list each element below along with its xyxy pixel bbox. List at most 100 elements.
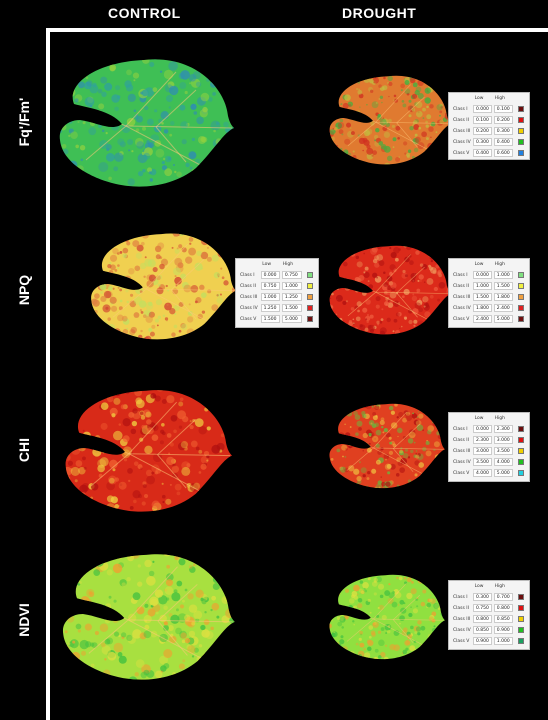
legend-high-value: 1.500 <box>493 282 513 290</box>
leaf-ndvi-control <box>62 554 235 680</box>
legend-color-swatch <box>517 117 524 123</box>
legend-low-header: Low <box>262 262 272 267</box>
legend-low-header: Low <box>474 584 484 589</box>
legend-low-value: 0.000 <box>473 271 493 279</box>
legend-color-swatch <box>517 448 524 454</box>
legend-low-value: 0.000 <box>473 105 493 113</box>
legend-row: Class II 2.300 3.000 <box>449 436 529 446</box>
legend-color-swatch <box>517 594 524 600</box>
legend-low-value: 0.400 <box>473 149 493 157</box>
legend-high-header: High <box>494 416 505 421</box>
legend-row: Class IV 1.800 2.400 <box>449 304 529 314</box>
legend-class-label: Class V <box>453 151 470 156</box>
legend-row: Class III 0.800 0.850 <box>449 615 529 625</box>
legend-class-label: Class III <box>453 129 471 134</box>
legend-high-value: 1.250 <box>281 293 302 301</box>
legend-low-value: 0.100 <box>473 116 493 124</box>
legend-high-value: 1.800 <box>493 293 513 301</box>
legend-row: Class V 1.500 5.000 <box>236 315 318 325</box>
left-divider <box>46 28 50 720</box>
legend-row: Class IV 0.850 0.900 <box>449 626 529 636</box>
legend-high-value: 5.000 <box>493 315 513 323</box>
legend-row: Class IV 1.250 1.500 <box>236 304 318 314</box>
legend-color-swatch <box>517 106 524 112</box>
legend-color-swatch <box>517 294 524 300</box>
legend-low-value: 0.750 <box>473 604 493 612</box>
legend-class-label: Class II <box>453 606 469 611</box>
legend-high-value: 0.600 <box>493 149 513 157</box>
legend-low-header: Low <box>474 416 484 421</box>
legend-color-swatch <box>517 459 524 465</box>
legend-low-value: 1.000 <box>260 293 281 301</box>
legend-class-label: Class III <box>240 295 258 300</box>
legend-low-value: 3.000 <box>473 447 493 455</box>
legend-low-value: 1.000 <box>473 282 493 290</box>
legend-class-label: Class II <box>453 438 469 443</box>
legend-high-header: High <box>282 262 294 267</box>
legend-high-value: 0.100 <box>493 105 513 113</box>
legend-row: Class IV 0.300 0.400 <box>449 138 529 148</box>
legend-class-label: Class III <box>453 617 471 622</box>
legend-low-value: 0.800 <box>473 615 493 623</box>
leaf-fq-drought <box>329 75 451 165</box>
legend-low-value: 0.200 <box>473 127 493 135</box>
legend-class-label: Class I <box>453 427 468 432</box>
legend-low-value: 0.850 <box>473 626 493 634</box>
legend-row: Class I 0.000 0.750 <box>236 271 318 281</box>
legend-low-value: 1.800 <box>473 304 493 312</box>
legend-npq-drought: Low High Class I 0.000 1.000 Class II 1.000 1.5… <box>448 258 530 328</box>
legend-class-label: Class I <box>453 273 468 278</box>
legend-row: Class V 4.000 5.000 <box>449 469 529 479</box>
legend-low-value: 4.000 <box>473 469 493 477</box>
legend-class-label: Class I <box>453 107 468 112</box>
legend-color-swatch <box>306 305 313 311</box>
legend-color-swatch <box>517 627 524 633</box>
legend-class-label: Class IV <box>453 460 471 465</box>
leaf-chi-drought <box>329 403 445 489</box>
legend-high-header: High <box>494 584 505 589</box>
legend-class-label: Class II <box>240 284 256 289</box>
legend-high-header: High <box>494 262 505 267</box>
legend-row: Class V 2.400 5.000 <box>449 315 529 325</box>
legend-class-label: Class III <box>453 449 471 454</box>
legend-color-swatch <box>517 272 524 278</box>
legend-color-swatch <box>517 305 524 311</box>
legend-class-label: Class IV <box>453 628 471 633</box>
legend-high-value: 3.000 <box>493 436 513 444</box>
legend-high-value: 5.000 <box>493 469 513 477</box>
legend-class-label: Class V <box>453 471 470 476</box>
legend-high-value: 0.800 <box>493 604 513 612</box>
legend-row: Class III 1.000 1.250 <box>236 293 318 303</box>
legend-color-swatch <box>517 638 524 644</box>
legend-high-value: 4.000 <box>493 458 513 466</box>
legend-high-value: 0.300 <box>493 127 513 135</box>
legend-high-value: 0.400 <box>493 138 513 146</box>
legend-high-value: 2.400 <box>493 304 513 312</box>
legend-row: Class V 0.900 1.000 <box>449 637 529 647</box>
legend-row: Class II 0.750 1.000 <box>236 282 318 292</box>
legend-high-value: 1.000 <box>281 282 302 290</box>
legend-low-value: 0.300 <box>473 138 493 146</box>
legend-color-swatch <box>306 283 313 289</box>
legend-color-swatch <box>517 437 524 443</box>
legend-color-swatch <box>517 616 524 622</box>
legend-row: Class II 0.100 0.200 <box>449 116 529 126</box>
legend-row: Class I 0.000 0.100 <box>449 105 529 115</box>
legend-high-header: High <box>494 96 505 101</box>
legend-row: Class I 0.300 0.700 <box>449 593 529 603</box>
legend-row: Class V 0.400 0.600 <box>449 149 529 159</box>
legend-class-label: Class IV <box>240 306 258 311</box>
control-column-header: CONTROL <box>108 5 181 21</box>
legend-low-value: 0.000 <box>473 425 493 433</box>
legend-fq-drought: Low High Class I 0.000 0.100 Class II 0.100 0.2… <box>448 92 530 160</box>
legend-class-label: Class II <box>453 118 469 123</box>
legend-low-value: 1.500 <box>473 293 493 301</box>
legend-low-value: 0.300 <box>473 593 493 601</box>
legend-color-swatch <box>306 272 313 278</box>
legend-row: Class III 3.000 3.500 <box>449 447 529 457</box>
legend-color-swatch <box>306 294 313 300</box>
legend-row: Class IV 3.500 4.000 <box>449 458 529 468</box>
legend-class-label: Class III <box>453 295 471 300</box>
legend-high-value: 0.850 <box>493 615 513 623</box>
legend-color-swatch <box>306 316 313 322</box>
